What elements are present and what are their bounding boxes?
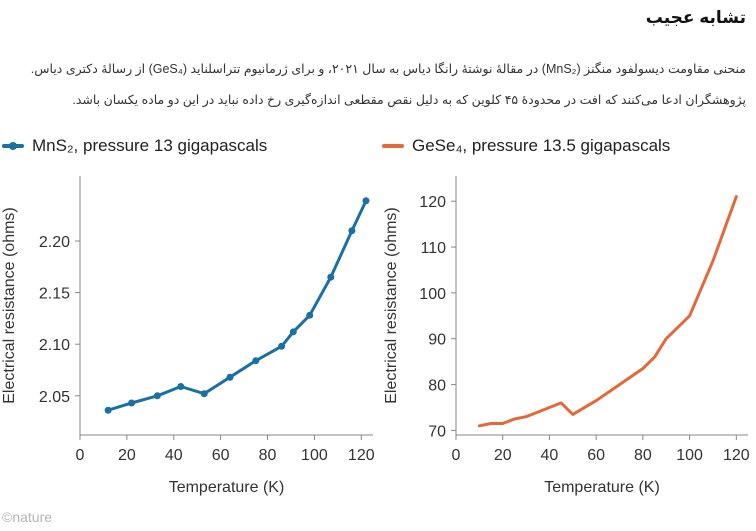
mns2-data-point: [252, 357, 260, 365]
legend-swatch-gese4: [382, 144, 404, 148]
legend-label-gese4: GeSe₄, pressure 13.5 gigapascals: [412, 136, 671, 155]
gese4-x-tick-label: 80: [634, 447, 652, 464]
mns2-x-tick-label: 100: [301, 447, 328, 464]
mns2-data-point: [200, 390, 208, 398]
mns2-y-tick-label: 2.05: [39, 389, 70, 406]
mns2-y-tick-label: 2.15: [39, 286, 70, 303]
gese4-y-tick-label: 100: [419, 286, 446, 303]
gese4-x-tick-label: 40: [541, 447, 559, 464]
mns2-x-tick-label: 20: [118, 447, 136, 464]
legend-label-mns2: MnS₂, pressure 13 gigapascals: [32, 136, 268, 155]
mns2-y-tick-label: 2.20: [39, 234, 70, 251]
gese4-series-line: [477, 195, 738, 428]
mns2-data-point: [289, 328, 297, 336]
mns2-data-point: [153, 392, 161, 400]
description: منحنی مقاومت دیسولفود منگنز (MnS₂) در مق…: [10, 54, 746, 116]
gese4-x-tick-label: 100: [676, 447, 703, 464]
legend-swatch-mns2: [2, 142, 24, 150]
gese4-y-tick-label: 70: [428, 423, 446, 440]
mns2-y-tick-label: 2.10: [39, 337, 70, 354]
description-line-1: منحنی مقاومت دیسولفود منگنز (MnS₂) در مق…: [30, 62, 746, 76]
mns2-data-point: [348, 227, 356, 235]
mns2-data-point: [327, 273, 335, 281]
mns2-x-tick-label: 80: [259, 447, 277, 464]
mns2-series-line: [106, 199, 368, 412]
mns2-x-axis-label: Temperature (K): [169, 479, 285, 496]
gese4-y-tick-label: 90: [428, 332, 446, 349]
gese4-x-tick-label: 20: [494, 447, 512, 464]
nature-credit: ©nature: [2, 509, 53, 525]
gese4-x-tick-label: 60: [587, 447, 605, 464]
gese4-y-axis-label: Electrical resistance (ohms): [383, 207, 400, 404]
mns2-data-point: [104, 406, 112, 414]
mns2-x-tick-label: 60: [212, 447, 230, 464]
mns2-data-point: [177, 383, 185, 391]
mns2-x-tick-label: 0: [76, 447, 85, 464]
gese4-y-tick-label: 110: [420, 240, 446, 257]
mns2-data-point: [226, 373, 234, 381]
mns2-data-point: [306, 311, 314, 319]
mns2-x-tick-label: 120: [348, 447, 375, 464]
gese4-x-axis-label: Temperature (K): [544, 479, 660, 496]
description-line-2: پژوهشگران ادعا می‌کنند که افت در محدودهٔ…: [72, 93, 746, 107]
gese4-y-tick-label: 80: [428, 378, 446, 395]
mns2-data-point: [128, 399, 136, 407]
mns2-x-tick-label: 40: [165, 447, 183, 464]
mns2-y-axis-label: Electrical resistance (ohms): [1, 207, 18, 404]
mns2-data-point: [278, 342, 286, 350]
gese4-y-tick-label: 120: [419, 194, 446, 211]
legend-mns2: MnS₂, pressure 13 gigapascals: [2, 136, 267, 156]
gese4-x-tick-label: 120: [723, 447, 750, 464]
mns2-data-point: [362, 197, 370, 205]
page-title: تشابه عجیب: [645, 8, 746, 27]
legend-gese4: GeSe₄, pressure 13.5 gigapascals: [382, 136, 670, 156]
gese4-x-tick-label: 0: [452, 447, 461, 464]
